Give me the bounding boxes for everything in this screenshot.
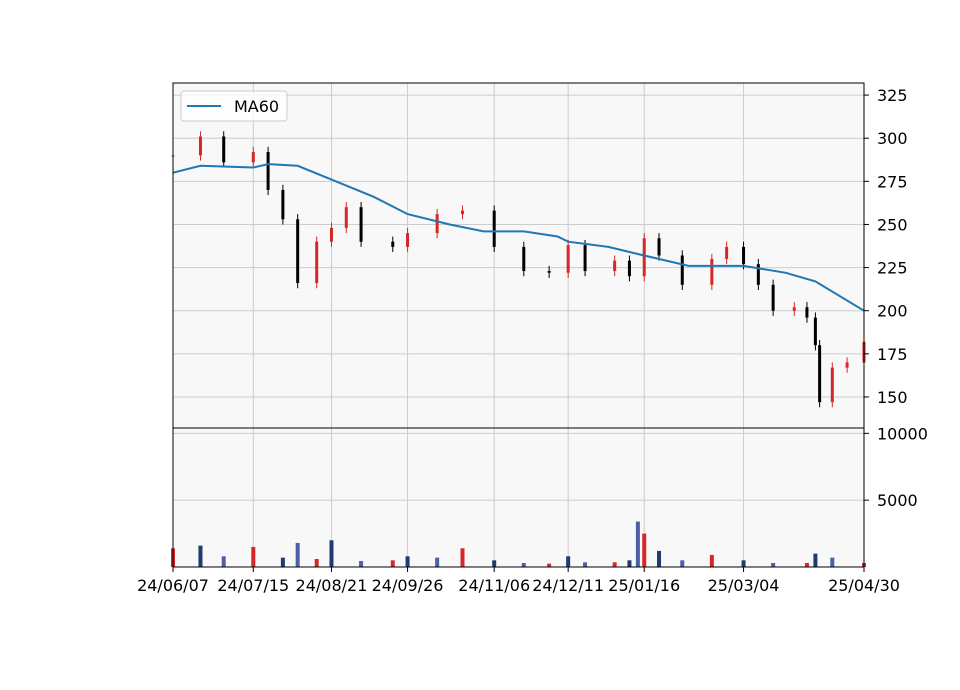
volume-bar xyxy=(771,562,776,567)
volume-bar xyxy=(830,557,835,567)
legend-ma60-label: MA60 xyxy=(234,97,279,116)
volume-y-tick-label: 10000 xyxy=(877,424,928,443)
volume-bar xyxy=(627,560,632,567)
x-tick-label: 24/08/21 xyxy=(296,576,368,595)
volume-bar xyxy=(521,562,526,567)
x-tick-label: 24/12/11 xyxy=(532,576,604,595)
price-y-tick-label: 175 xyxy=(877,345,908,364)
candle-body xyxy=(680,255,684,285)
candle-body xyxy=(792,307,796,311)
price-y-tick-label: 225 xyxy=(877,259,908,278)
candle-body xyxy=(222,136,226,163)
candle-body xyxy=(406,233,410,247)
candle-body xyxy=(566,245,570,273)
candle-body xyxy=(845,362,849,368)
x-axis: 24/06/07 24/07/15 24/08/21 24/09/26 24/11/06… xyxy=(137,567,900,595)
candle-body xyxy=(756,264,760,285)
volume-bar xyxy=(435,557,440,567)
x-tick-label: 25/04/30 xyxy=(828,576,900,595)
volume-y-tick-label: 5000 xyxy=(877,491,918,510)
volume-bar xyxy=(657,550,662,567)
volume-bar xyxy=(642,533,647,567)
x-tick-label: 24/07/15 xyxy=(217,576,289,595)
candle-body xyxy=(359,207,363,242)
candle-body xyxy=(492,210,496,247)
candle-body xyxy=(742,246,746,265)
candle-body xyxy=(725,246,729,259)
volume-bar xyxy=(198,545,203,567)
volume-bar xyxy=(359,560,364,567)
price-y-axis: 150 175 200 225 250 275 300 325 xyxy=(864,86,908,407)
volume-panel: 5000 10000 xyxy=(171,424,928,568)
candlesticks xyxy=(171,131,866,408)
candle-body xyxy=(329,227,333,242)
price-y-tick-label: 150 xyxy=(877,388,908,407)
candle-body xyxy=(198,136,202,156)
candle-body xyxy=(344,207,348,228)
volume-bar xyxy=(221,556,226,567)
candle-body xyxy=(642,238,646,277)
volume-bar xyxy=(405,556,410,567)
volume-bar xyxy=(612,562,617,567)
candle-body xyxy=(583,245,587,272)
volume-panel-background xyxy=(173,428,864,567)
candle-body xyxy=(522,246,526,272)
candle-body xyxy=(315,241,319,284)
volume-y-axis: 5000 10000 xyxy=(864,424,928,510)
volume-bar xyxy=(741,560,746,567)
candle-body xyxy=(771,284,775,311)
x-tick-label: 25/01/16 xyxy=(608,576,680,595)
candle-body xyxy=(818,345,822,403)
x-tick-label: 25/03/04 xyxy=(708,576,780,595)
volume-bar xyxy=(390,560,395,567)
candle-body xyxy=(657,238,661,256)
candle-body xyxy=(266,152,270,190)
candle-body xyxy=(627,260,631,277)
legend: MA60 xyxy=(180,90,288,122)
candle-body xyxy=(251,152,255,163)
volume-bar xyxy=(329,540,334,567)
candle-body xyxy=(710,258,714,285)
candle-body xyxy=(805,307,809,318)
x-tick-label: 24/09/26 xyxy=(372,576,444,595)
volume-bar xyxy=(460,548,465,567)
legend-box xyxy=(180,90,288,122)
candle-body xyxy=(830,367,834,403)
volume-bar xyxy=(280,557,285,567)
candle-body xyxy=(435,214,439,234)
volume-bar xyxy=(295,542,300,567)
candle-body xyxy=(813,317,817,346)
candle-body xyxy=(391,241,395,247)
price-y-tick-label: 325 xyxy=(877,86,908,105)
volume-bar xyxy=(566,556,571,567)
volume-panel-frame xyxy=(172,427,865,568)
price-y-tick-label: 200 xyxy=(877,302,908,321)
price-panel-background xyxy=(173,83,864,428)
volume-bar xyxy=(804,562,809,567)
volume-bar xyxy=(583,562,588,567)
price-y-tick-label: 275 xyxy=(877,172,908,191)
price-y-tick-label: 300 xyxy=(877,129,908,148)
volume-bar xyxy=(709,554,714,567)
x-tick-label: 24/06/07 xyxy=(137,576,209,595)
volume-bar xyxy=(251,546,256,567)
price-y-tick-label: 250 xyxy=(877,215,908,234)
ma60-layer xyxy=(172,163,865,312)
price-panel: 150 175 200 225 250 275 300 325 MA60 xyxy=(171,82,908,429)
volume-bar xyxy=(547,563,552,567)
candle-body xyxy=(461,210,465,215)
ma60-line xyxy=(172,163,865,312)
volume-bar xyxy=(680,560,685,567)
candle-body xyxy=(547,271,551,273)
candle-body xyxy=(613,260,617,272)
volume-bar xyxy=(314,558,319,567)
volume-bar xyxy=(635,521,640,567)
volume-bar xyxy=(492,560,497,567)
volume-bar xyxy=(813,553,818,567)
x-tick-label: 24/11/06 xyxy=(458,576,530,595)
candle-body xyxy=(296,219,300,284)
candle-body xyxy=(281,189,285,220)
